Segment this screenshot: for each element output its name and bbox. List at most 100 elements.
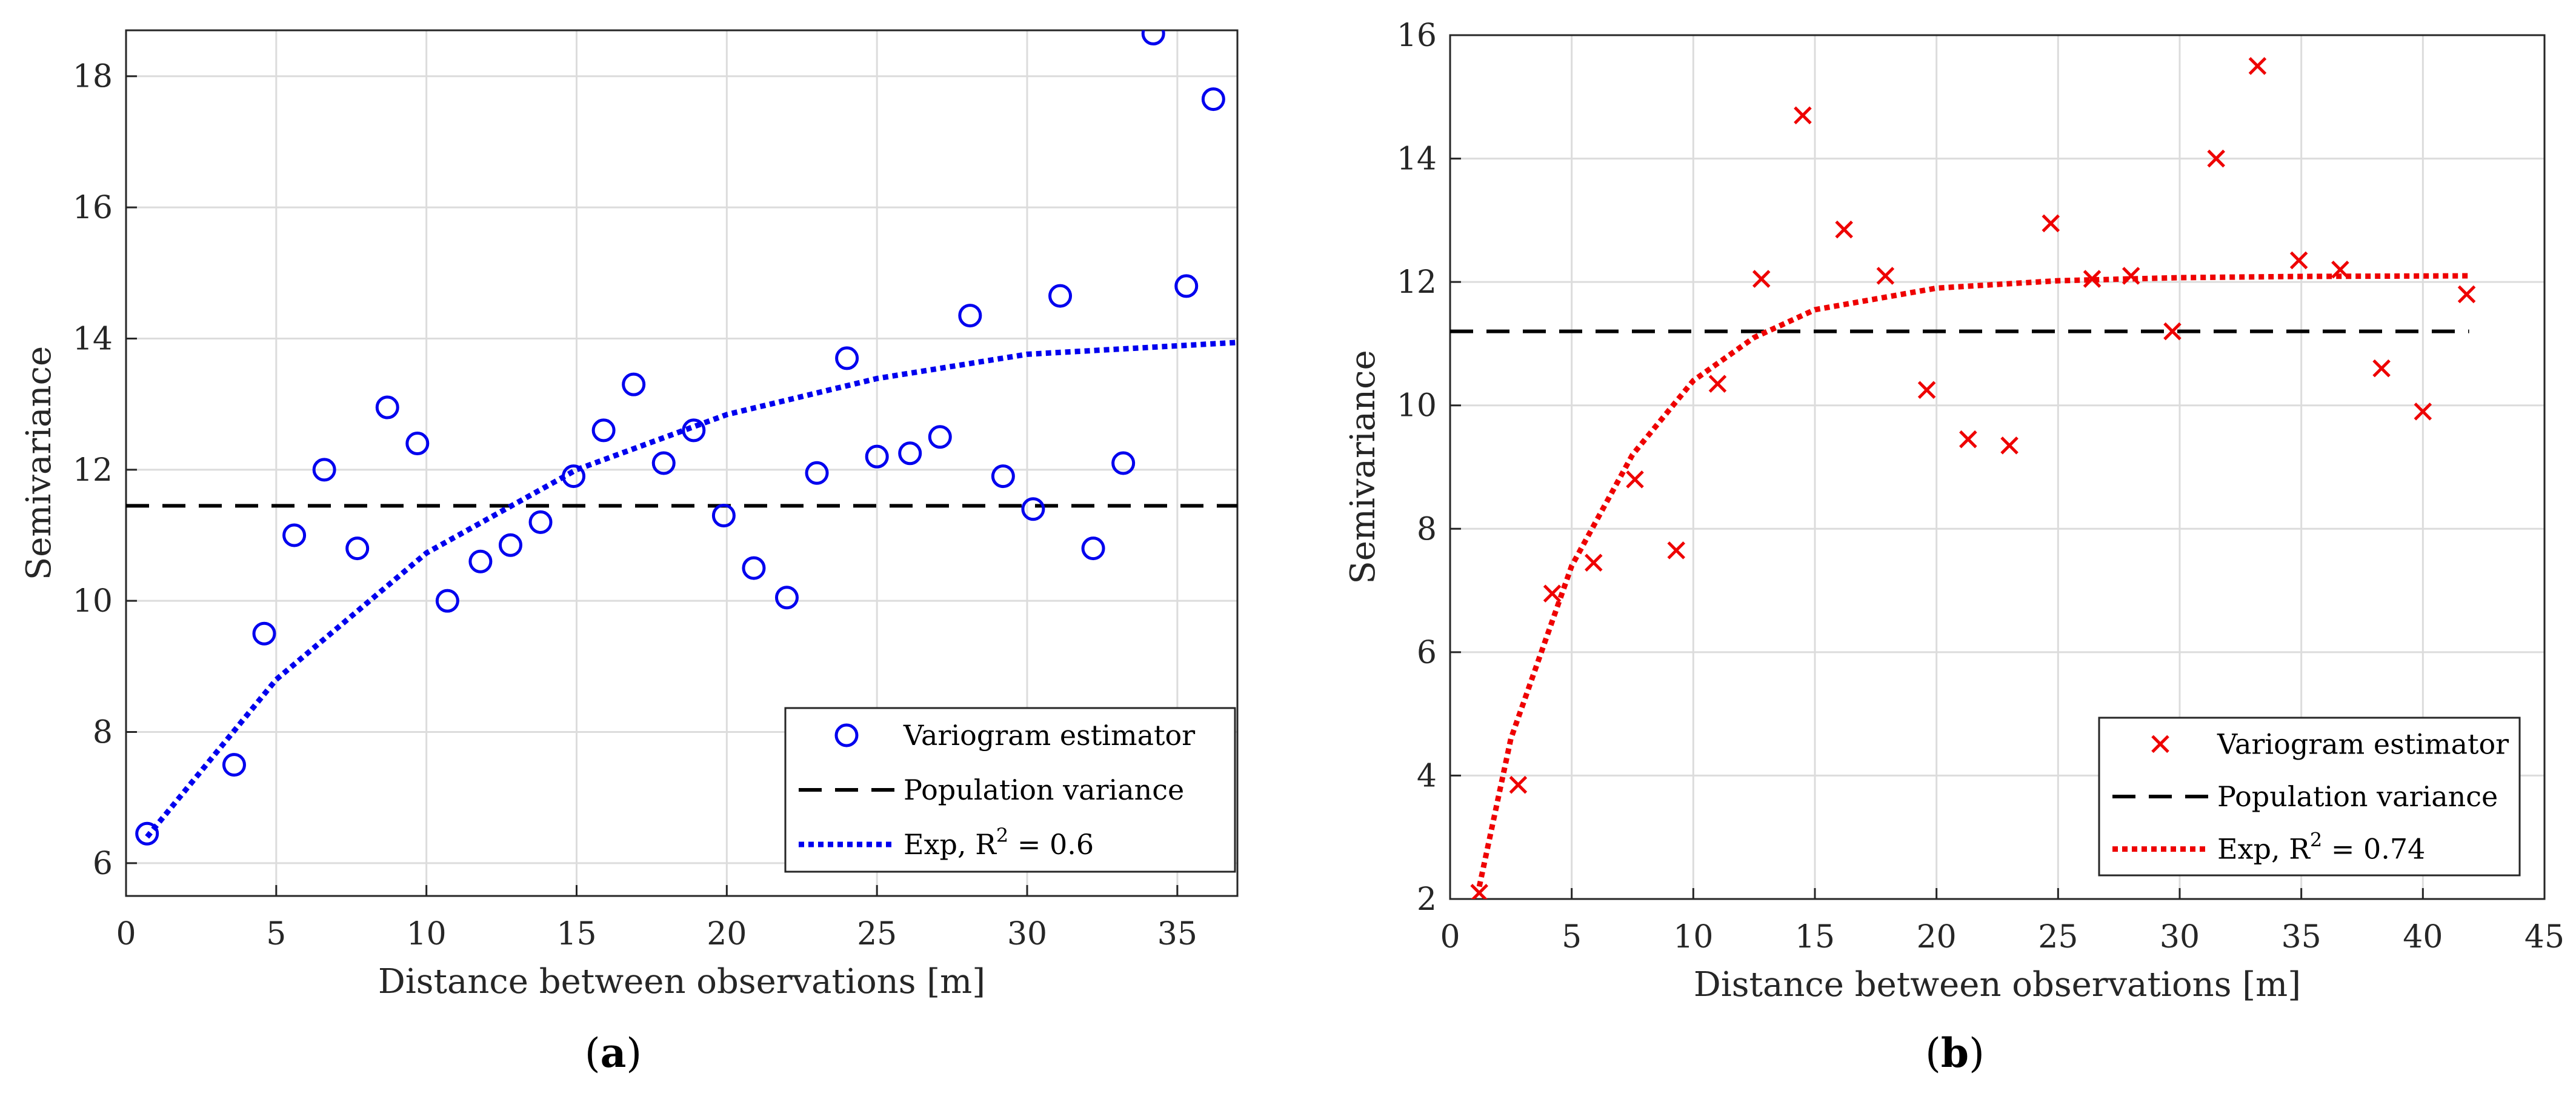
y-tick-label: 8 bbox=[93, 715, 113, 751]
x-tick-label: 30 bbox=[1007, 916, 1047, 952]
legend-fit-superscript: 2 bbox=[996, 824, 1008, 847]
data-point bbox=[711, 504, 736, 528]
caption-open-paren: ( bbox=[585, 1030, 601, 1077]
y-tick-label: 14 bbox=[73, 321, 113, 357]
caption-letter: b bbox=[1941, 1029, 1969, 1077]
legend: Variogram estimator Population variance Ex… bbox=[784, 707, 1236, 873]
data-point bbox=[252, 621, 276, 646]
data-point bbox=[1141, 30, 1165, 45]
data-point bbox=[2457, 285, 2476, 304]
legend-marker-circle bbox=[834, 723, 859, 747]
data-point bbox=[405, 432, 430, 456]
legend-fit-name: Exp, R bbox=[2217, 833, 2311, 866]
data-point bbox=[958, 304, 982, 328]
y-tick-label: 4 bbox=[1417, 758, 1437, 794]
data-point bbox=[898, 441, 922, 466]
data-point bbox=[345, 536, 370, 561]
data-point bbox=[1667, 541, 1686, 560]
legend-label-variance: Population variance bbox=[904, 774, 1184, 806]
data-point bbox=[498, 533, 522, 557]
data-point bbox=[375, 395, 399, 419]
x-tick-label: 5 bbox=[266, 916, 286, 952]
data-point bbox=[1543, 584, 1562, 603]
caption-letter: a bbox=[601, 1029, 627, 1077]
legend: Variogram estimator Population variance Ex… bbox=[2098, 717, 2521, 877]
data-point bbox=[1470, 884, 1488, 899]
data-point bbox=[1708, 375, 1727, 393]
data-point bbox=[2042, 214, 2060, 233]
data-point bbox=[591, 418, 616, 443]
data-point bbox=[435, 589, 459, 613]
panel-caption: (a) bbox=[585, 1029, 642, 1077]
data-point bbox=[622, 372, 646, 396]
y-tick-label: 18 bbox=[73, 59, 113, 95]
axes-box bbox=[125, 29, 1239, 897]
plot-contents bbox=[126, 30, 1237, 846]
y-tick-label: 10 bbox=[1397, 388, 1437, 424]
x-tick-label: 35 bbox=[2281, 919, 2321, 955]
data-point bbox=[1111, 451, 1136, 475]
x-tick-label: 15 bbox=[556, 916, 596, 952]
data-point bbox=[1585, 553, 1603, 572]
legend-box bbox=[2098, 717, 2521, 877]
data-point bbox=[562, 464, 586, 489]
x-tick-label: 20 bbox=[1917, 919, 1957, 955]
x-tick-label: 25 bbox=[2038, 919, 2078, 955]
x-tick-label: 15 bbox=[1795, 919, 1835, 955]
data-point bbox=[774, 586, 799, 610]
chart-panel-a: 0 5 10 15 20 25 30 35 6 8 10 12 14 16 18 Distance betwe… bbox=[19, 29, 1239, 1077]
data-point bbox=[2163, 322, 2182, 341]
data-point bbox=[1174, 274, 1199, 298]
panel-caption: (b) bbox=[1925, 1029, 1985, 1077]
data-point bbox=[2331, 261, 2349, 279]
x-tick-label: 40 bbox=[2403, 919, 2443, 955]
data-point bbox=[1048, 284, 1073, 308]
y-tick-label: 12 bbox=[73, 452, 113, 489]
caption-open-paren: ( bbox=[1925, 1030, 1941, 1077]
data-point bbox=[682, 418, 706, 443]
data-point bbox=[1626, 470, 1644, 489]
y-tick-label: 6 bbox=[93, 846, 113, 882]
caption-close-paren: ) bbox=[626, 1030, 642, 1077]
legend-label-fit: Exp, R2 = 0.6 bbox=[904, 824, 1094, 861]
data-point bbox=[651, 451, 676, 475]
x-tick-label: 20 bbox=[707, 916, 747, 952]
x-tick-label: 30 bbox=[2160, 919, 2200, 955]
x-tick-label: 0 bbox=[1440, 919, 1460, 955]
data-point bbox=[2207, 149, 2225, 168]
x-tick-label: 25 bbox=[857, 916, 897, 952]
data-point bbox=[2248, 57, 2267, 75]
data-point bbox=[1835, 220, 1853, 239]
data-point bbox=[2083, 270, 2102, 288]
legend-label-estimator: Variogram estimator bbox=[903, 719, 1195, 752]
data-point bbox=[805, 461, 829, 485]
axes-box bbox=[1449, 34, 2546, 900]
exp-fit-curve bbox=[145, 339, 1237, 839]
data-point bbox=[1959, 430, 1977, 449]
data-point bbox=[1917, 381, 1936, 399]
x-tick-label: 10 bbox=[1673, 919, 1713, 955]
data-point bbox=[1509, 775, 1528, 794]
y-axis-label: Semivariance bbox=[1343, 350, 1383, 584]
data-point bbox=[928, 425, 952, 449]
data-point bbox=[2289, 251, 2308, 270]
legend-fit-r2: = 0.6 bbox=[1008, 828, 1094, 861]
exp-fit-curve bbox=[1476, 273, 2469, 887]
data-point bbox=[1201, 87, 1225, 112]
x-tick-label: 10 bbox=[407, 916, 447, 952]
data-point bbox=[1876, 267, 1895, 285]
x-axis-label: Distance between observations [m] bbox=[378, 962, 985, 1001]
y-tick-label: 6 bbox=[1417, 635, 1437, 671]
y-axis-label: Semivariance bbox=[19, 346, 59, 580]
x-axis-label: Distance between observations [m] bbox=[1694, 965, 2301, 1004]
chart-panel-b: 0 5 10 15 20 25 30 35 40 45 2 4 6 8 10 12 14 16 Distance b… bbox=[1343, 18, 2564, 1077]
data-point bbox=[865, 444, 889, 469]
data-point bbox=[528, 510, 553, 534]
legend-fit-name: Exp, R bbox=[904, 828, 997, 861]
caption-close-paren: ) bbox=[1969, 1030, 1985, 1077]
y-tick-label: 8 bbox=[1417, 511, 1437, 547]
data-point bbox=[1021, 497, 1045, 521]
legend-label-fit: Exp, R2 = 0.74 bbox=[2217, 829, 2425, 866]
legend-fit-r2: = 0.74 bbox=[2322, 833, 2425, 866]
